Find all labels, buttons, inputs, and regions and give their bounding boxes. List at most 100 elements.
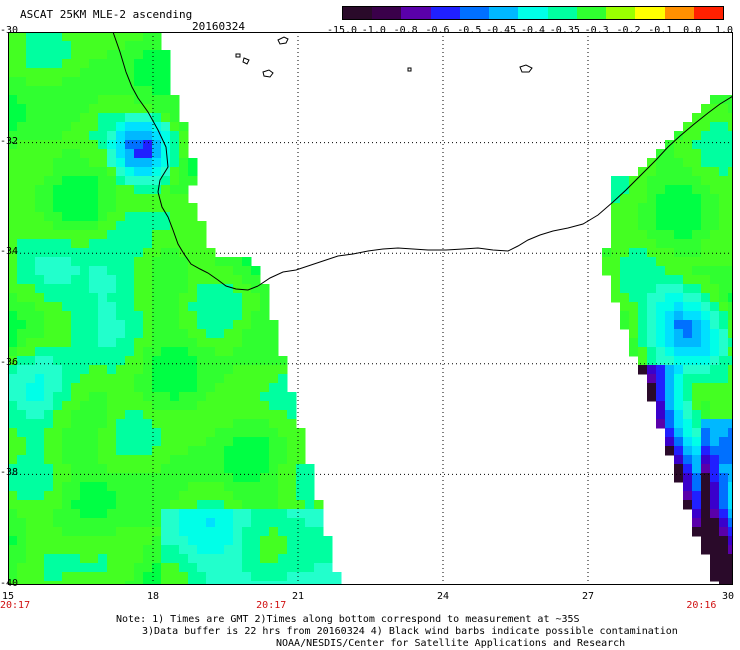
swath-cell xyxy=(305,536,315,546)
swath-cell xyxy=(710,419,720,429)
swath-cell xyxy=(44,320,54,330)
swath-cell xyxy=(197,275,207,285)
swath-cell xyxy=(161,491,171,501)
swath-cell xyxy=(206,320,216,330)
swath-cell xyxy=(629,329,639,339)
swath-cell xyxy=(44,203,54,213)
swath-cell xyxy=(647,356,657,366)
swath-cell xyxy=(17,248,27,258)
swath-cell xyxy=(116,500,126,510)
swath-cell xyxy=(80,419,90,429)
swath-cell xyxy=(125,491,135,501)
swath-cell xyxy=(251,500,261,510)
swath-cell xyxy=(35,176,45,186)
swath-cell xyxy=(710,239,720,249)
swath-cell xyxy=(80,347,90,357)
swath-cell xyxy=(215,356,225,366)
swath-cell xyxy=(8,356,18,366)
swath-cell xyxy=(98,167,108,177)
swath-cell xyxy=(665,410,675,420)
swath-cell xyxy=(71,59,81,69)
swath-cell xyxy=(107,221,117,231)
swath-cell xyxy=(638,293,648,303)
swath-cell xyxy=(107,491,117,501)
swath-cell xyxy=(17,563,27,573)
swath-cell xyxy=(26,266,36,276)
swath-cell xyxy=(89,509,99,519)
swath-cell xyxy=(98,77,108,87)
swath-cell xyxy=(107,410,117,420)
swath-cell xyxy=(188,257,198,267)
swath-cell xyxy=(125,500,135,510)
swath-cell xyxy=(251,545,261,555)
swath-cell xyxy=(143,104,153,114)
swath-cell xyxy=(188,482,198,492)
swath-cell xyxy=(197,293,207,303)
swath-cell xyxy=(692,392,702,402)
swath-cell xyxy=(242,284,252,294)
swath-cell xyxy=(629,239,639,249)
note-line-3: NOAA/NESDIS/Center for Satellite Applica… xyxy=(276,638,626,649)
swath-cell xyxy=(611,239,621,249)
swath-cell xyxy=(701,392,711,402)
swath-cell xyxy=(26,554,36,564)
swath-cell xyxy=(152,95,162,105)
swath-cell xyxy=(719,284,729,294)
swath-cell xyxy=(17,203,27,213)
swath-cell xyxy=(71,230,81,240)
swath-cell xyxy=(35,419,45,429)
swath-cell xyxy=(692,491,702,501)
swath-cell xyxy=(710,248,720,258)
swath-cell xyxy=(53,248,63,258)
swath-cell xyxy=(35,275,45,285)
swath-cell xyxy=(305,509,315,519)
swath-cell xyxy=(188,419,198,429)
swath-cell xyxy=(134,266,144,276)
swath-cell xyxy=(647,347,657,357)
swath-cell xyxy=(62,329,72,339)
swath-cell xyxy=(701,275,711,285)
swath-cell xyxy=(674,437,684,447)
swath-cell xyxy=(269,320,279,330)
swath-cell xyxy=(287,563,297,573)
swath-cell xyxy=(269,338,279,348)
swath-cell xyxy=(206,473,216,483)
swath-cell xyxy=(719,446,729,456)
swath-cell xyxy=(323,581,333,585)
swath-cell xyxy=(269,473,279,483)
colorbar-tick-label: -0.8 xyxy=(393,25,418,36)
swath-cell xyxy=(683,203,693,213)
swath-cell xyxy=(161,95,171,105)
swath-cell xyxy=(161,131,171,141)
swath-cell xyxy=(665,428,675,438)
swath-cell xyxy=(89,104,99,114)
swath-cell xyxy=(71,338,81,348)
swath-cell xyxy=(629,176,639,186)
swath-cell xyxy=(278,374,288,384)
swath-cell xyxy=(719,131,729,141)
swath-cell xyxy=(728,320,733,330)
swath-cell xyxy=(107,455,117,465)
swath-cell xyxy=(206,374,216,384)
swath-cell xyxy=(89,527,99,537)
swath-cell xyxy=(611,203,621,213)
swath-cell xyxy=(143,518,153,528)
swath-cell xyxy=(17,104,27,114)
swath-cell xyxy=(44,473,54,483)
swath-cell xyxy=(665,185,675,195)
swath-cell xyxy=(674,176,684,186)
swath-cell xyxy=(179,284,189,294)
swath-cell xyxy=(17,239,27,249)
swath-cell xyxy=(728,464,733,474)
swath-cell xyxy=(152,392,162,402)
swath-cell xyxy=(8,77,18,87)
swath-cell xyxy=(224,446,234,456)
swath-cell xyxy=(710,536,720,546)
swath-cell xyxy=(224,338,234,348)
swath-cell xyxy=(728,392,733,402)
swath-cell xyxy=(656,194,666,204)
swath-cell xyxy=(701,518,711,528)
swath-cell xyxy=(44,131,54,141)
swath-cell xyxy=(62,302,72,312)
swath-cell xyxy=(35,248,45,258)
